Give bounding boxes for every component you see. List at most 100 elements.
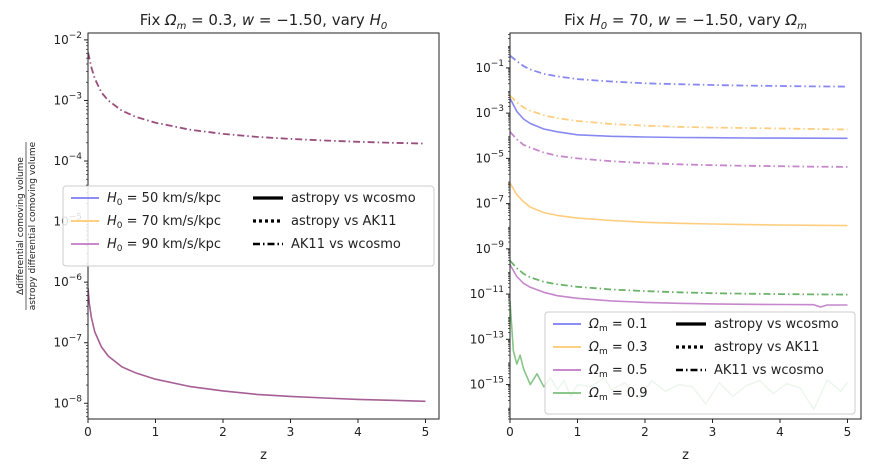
title-part: w <box>658 11 671 29</box>
y-tick-label: 10−9 <box>475 240 504 256</box>
y-tick-exponent: −6 <box>69 273 83 283</box>
y-tick-exponent: −3 <box>69 91 82 101</box>
legend-box <box>544 311 856 415</box>
legend-series-label: H0 = 90 km/s/kpc <box>107 237 221 254</box>
y-tick-label: 10−3 <box>53 91 82 107</box>
series-line-4 <box>510 182 848 227</box>
y-tick-label: 10−7 <box>53 334 82 350</box>
series-group <box>510 54 849 411</box>
title-part: = 70, <box>607 11 658 29</box>
title-part: 0 <box>601 21 607 32</box>
y-tick-base: 10 <box>53 93 68 107</box>
y-label-denominator: astropy differential comoving volume <box>28 141 38 310</box>
y-tick-exponent: −5 <box>491 149 504 159</box>
title-part: = −1.50, vary <box>254 11 370 29</box>
legend-style-label: AK11 vs wcosmo <box>291 237 401 252</box>
y-tick-label: 10−2 <box>53 31 82 47</box>
x-tick-label: 4 <box>354 425 362 439</box>
x-tick-label: 3 <box>709 425 717 439</box>
series-group <box>88 52 426 403</box>
y-tick-label: 10−11 <box>470 285 504 301</box>
y-tick-exponent: −4 <box>69 152 83 162</box>
x-tick-label: 5 <box>422 425 430 439</box>
x-tick-label: 1 <box>574 425 582 439</box>
y-tick-base: 10 <box>53 275 68 289</box>
y-tick-base: 10 <box>475 61 490 75</box>
series-line-0 <box>510 54 848 88</box>
title-part: Fix <box>564 11 589 29</box>
series-line-2 <box>510 98 848 140</box>
y-tick-label: 10−3 <box>475 104 504 120</box>
y-tick-base: 10 <box>475 151 490 165</box>
title-part: H <box>589 11 600 29</box>
title-part: 0 <box>381 21 387 32</box>
y-tick-exponent: −7 <box>69 334 82 344</box>
y-tick-label: 10−4 <box>53 152 82 168</box>
y-tick-exponent: −11 <box>485 285 504 295</box>
legend: Ωm = 0.1 Ωm = 0.3 Ωm = 0.5 Ωm = 0.9 astropy … <box>544 311 856 415</box>
title-part: Fix <box>140 11 165 29</box>
y-tick-exponent: −1 <box>491 59 504 69</box>
y-tick-label: 10−8 <box>53 394 82 410</box>
legend-series-label: Ωm = 0.1 <box>588 317 648 334</box>
right-chart-panel: 0 1 2 3 4 510−1510−1310−1110−910−710−510−310−… <box>470 11 862 463</box>
y-tick-base: 10 <box>53 396 68 410</box>
y-tick-label: 10−7 <box>475 195 504 211</box>
title-part: = 0.3, <box>186 11 242 29</box>
y-tick-base: 10 <box>470 378 485 392</box>
x-tick-label: 1 <box>152 425 160 439</box>
y-tick-base: 10 <box>475 197 490 211</box>
y-tick-base: 10 <box>470 287 485 301</box>
legend-box <box>62 185 435 267</box>
y-tick-exponent: −7 <box>491 195 504 205</box>
legend-series-label: H0 = 70 km/s/kpc <box>107 214 221 231</box>
y-tick-exponent: −13 <box>485 330 504 340</box>
y-tick-label: 10−13 <box>470 330 504 346</box>
y-tick-base: 10 <box>475 242 490 256</box>
x-tick-label: 4 <box>776 425 784 439</box>
series-line-0 <box>88 52 426 145</box>
x-tick-label: 2 <box>219 425 227 439</box>
series-line-5 <box>510 260 848 296</box>
legend: H0 = 50 km/s/kpc H0 = 70 km/s/kpc H0 = 90 … <box>62 185 435 267</box>
y-tick-label: 10−15 <box>470 376 504 392</box>
y-axis-label: Δdifferential comoving volume astropy dif… <box>16 141 38 310</box>
y-tick-exponent: −8 <box>69 394 83 404</box>
x-tick-label: 5 <box>844 425 852 439</box>
title-part: m <box>797 21 807 32</box>
legend-style-label: astropy vs wcosmo <box>714 317 839 332</box>
y-tick-base: 10 <box>475 106 490 120</box>
legend-series-label: Ωm = 0.9 <box>588 386 648 403</box>
legend-style-label: AK11 vs wcosmo <box>714 363 824 378</box>
chart-title: Fix Ωm = 0.3, w = −1.50, vary H0 <box>140 11 388 32</box>
title-part: = −1.50, vary <box>670 11 786 29</box>
x-axis-label: z <box>682 448 689 463</box>
title-part: w <box>242 11 255 29</box>
legend-style-label: astropy vs wcosmo <box>291 191 416 206</box>
legend-series-label: Ωm = 0.3 <box>588 340 648 357</box>
y-tick-exponent: −3 <box>491 104 504 114</box>
x-tick-label: 0 <box>84 425 92 439</box>
x-axis-label: z <box>260 448 267 463</box>
series-line-3 <box>510 131 848 168</box>
legend-style-label: astropy vs AK11 <box>291 214 397 229</box>
title-part: Ω <box>785 11 798 29</box>
y-tick-label: 10−5 <box>475 149 504 165</box>
series-line-1 <box>88 287 426 403</box>
title-part: Ω <box>164 11 177 29</box>
x-tick-label: 3 <box>287 425 295 439</box>
y-tick-exponent: −2 <box>69 31 82 41</box>
title-part: m <box>177 21 187 32</box>
y-tick-base: 10 <box>53 33 68 47</box>
y-tick-base: 10 <box>470 332 485 346</box>
plot-frame <box>509 32 862 420</box>
x-tick-label: 0 <box>506 425 514 439</box>
title-part: H <box>370 11 381 29</box>
legend-style-label: astropy vs AK11 <box>714 340 820 355</box>
series-line-6 <box>510 264 848 308</box>
y-tick-base: 10 <box>53 154 68 168</box>
x-tick-label: 2 <box>641 425 649 439</box>
legend-series-label: Ωm = 0.5 <box>588 363 648 380</box>
y-tick-exponent: −9 <box>491 240 505 250</box>
y-tick-label: 10−6 <box>53 273 82 289</box>
